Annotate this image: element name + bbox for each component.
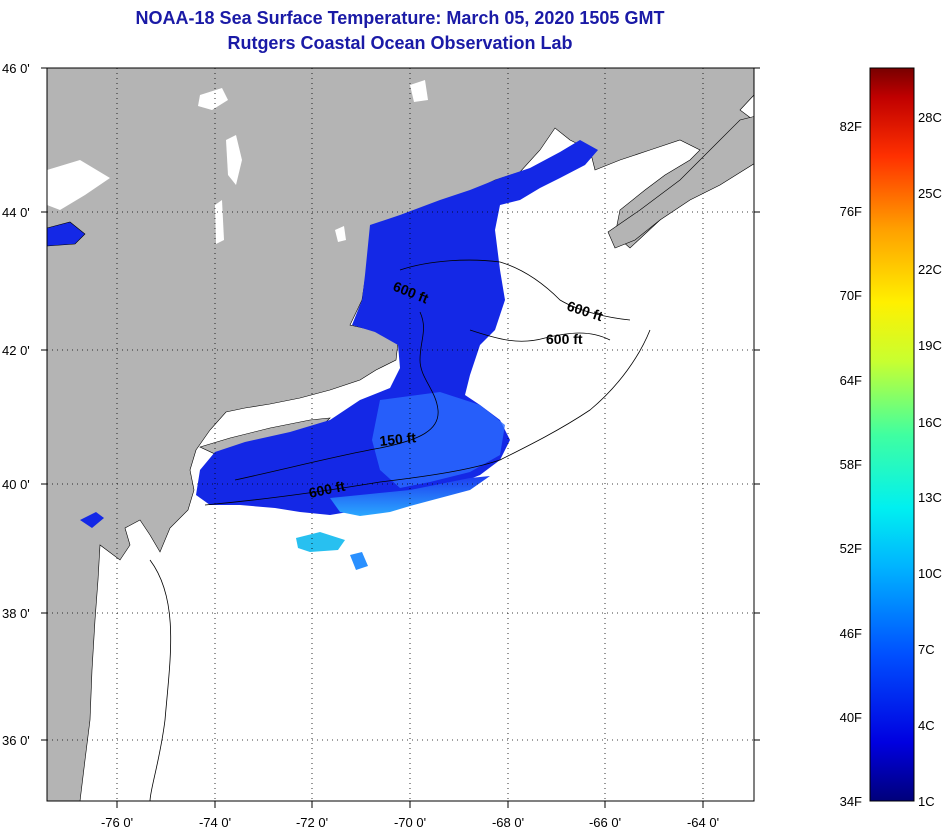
map-subtitle: Rutgers Coastal Ocean Observation Lab xyxy=(227,33,573,53)
colorbar: 82F 76F 70F 64F 58F 52F 46F 40F 34F 28C … xyxy=(840,67,942,809)
lon-label-66: -66 0' xyxy=(589,815,621,830)
lat-label-44: 44 0' xyxy=(2,205,30,220)
cb-c-10: 10C xyxy=(918,566,942,581)
inland-lakes xyxy=(47,80,428,244)
cb-c-22: 22C xyxy=(918,262,942,277)
lake-ontario-sst xyxy=(47,221,86,247)
delaware-bay-sst xyxy=(80,512,104,528)
map-panel: 600 ft 600 ft 600 ft 150 ft 600 ft xyxy=(47,68,754,801)
sst-shelf-edge xyxy=(330,476,490,516)
cb-f-40: 40F xyxy=(840,710,862,725)
lon-label-70: -70 0' xyxy=(394,815,426,830)
lon-label-68: -68 0' xyxy=(492,815,524,830)
cb-f-52: 52F xyxy=(840,541,862,556)
lon-label-72: -72 0' xyxy=(296,815,328,830)
graticule xyxy=(47,68,754,801)
cb-f-58: 58F xyxy=(840,457,862,472)
lat-label-36: 36 0' xyxy=(2,733,30,748)
sst-warmer-patch xyxy=(372,392,505,488)
cb-c-1: 1C xyxy=(918,794,935,809)
cb-c-4: 4C xyxy=(918,718,935,733)
contour-label-600ft-georges: 600 ft xyxy=(546,331,583,347)
cb-f-70: 70F xyxy=(840,288,862,303)
cb-c-25: 25C xyxy=(918,186,942,201)
cb-c-16: 16C xyxy=(918,415,942,430)
contour-label-600ft-shelf: 600 ft xyxy=(307,478,346,501)
colorbar-ramp xyxy=(869,67,915,802)
cb-c-19: 19C xyxy=(918,338,942,353)
nova-scotia xyxy=(607,116,754,249)
sst-cyan-blob-2 xyxy=(350,552,368,570)
cb-f-64: 64F xyxy=(840,373,862,388)
lat-label-46: 46 0' xyxy=(2,61,30,76)
lat-label-38: 38 0' xyxy=(2,606,30,621)
lat-label-40: 40 0' xyxy=(2,477,30,492)
lon-label-74: -74 0' xyxy=(199,815,231,830)
cb-f-46: 46F xyxy=(840,626,862,641)
cb-c-7: 7C xyxy=(918,642,935,657)
axis-ticks xyxy=(41,67,760,808)
cb-f-34: 34F xyxy=(840,794,862,809)
cb-f-76: 76F xyxy=(840,204,862,219)
lat-label-42: 42 0' xyxy=(2,343,30,358)
map-title: NOAA-18 Sea Surface Temperature: March 0… xyxy=(135,8,665,28)
cb-c-28: 28C xyxy=(918,110,942,125)
depth-contours xyxy=(149,259,651,801)
map-border xyxy=(46,67,755,802)
cb-f-82: 82F xyxy=(840,119,862,134)
sst-cyan-blob xyxy=(296,532,345,552)
lon-label-76: -76 0' xyxy=(101,815,133,830)
cb-c-13: 13C xyxy=(918,490,942,505)
contour-label-150ft: 150 ft xyxy=(379,429,417,449)
lon-label-64: -64 0' xyxy=(687,815,719,830)
